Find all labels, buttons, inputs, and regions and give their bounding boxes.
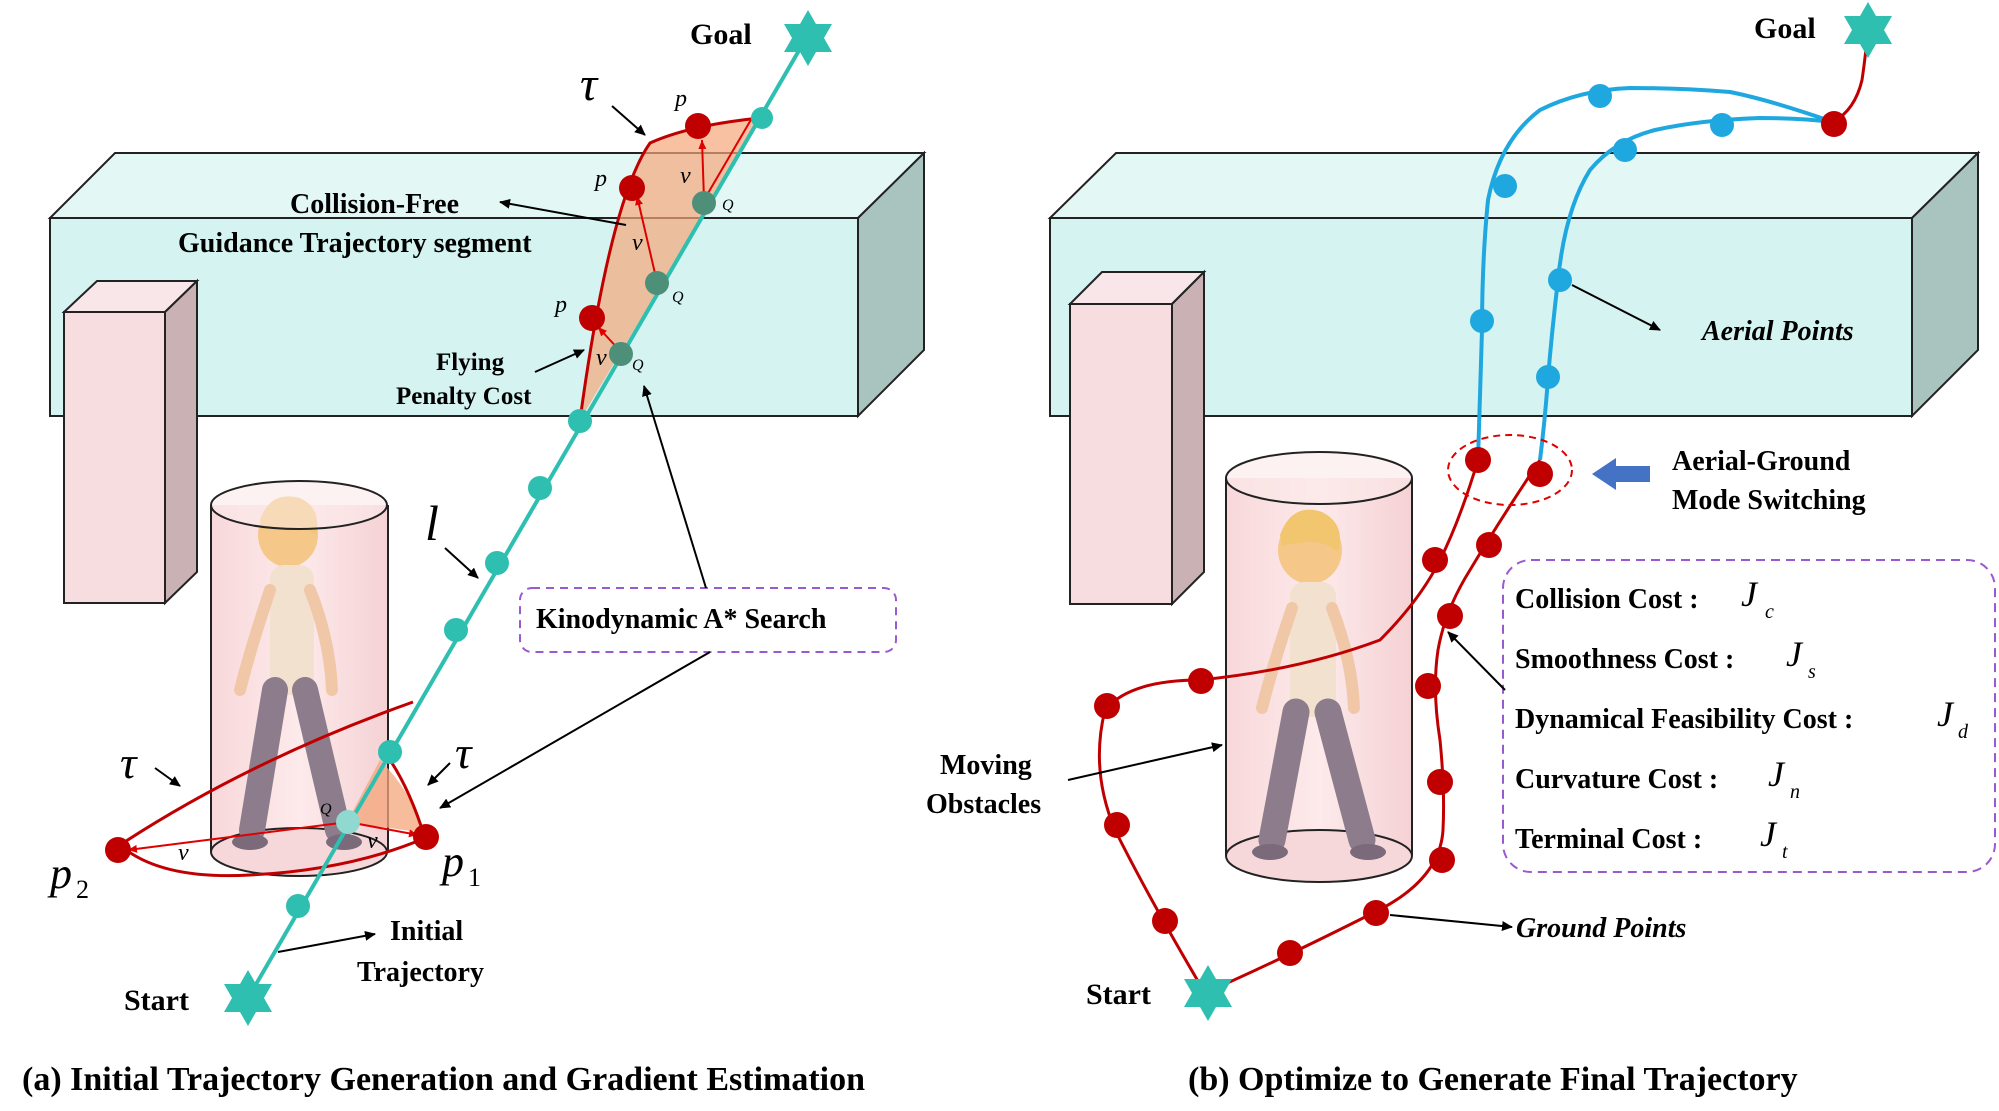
mode-switch-arrow-icon bbox=[1592, 458, 1650, 490]
svg-text:c: c bbox=[1765, 601, 1774, 623]
tau-label-top: τ bbox=[580, 58, 599, 111]
kinodynamic-box: Kinodynamic A* Search bbox=[519, 587, 897, 653]
aerial-points-label: Aerial Points bbox=[1700, 316, 1854, 347]
svg-text:Collision Cost :: Collision Cost : bbox=[1515, 584, 1699, 615]
svg-text:n: n bbox=[1790, 781, 1800, 803]
svg-text:p: p bbox=[439, 837, 464, 886]
p1-label: p 1 bbox=[439, 837, 481, 892]
svg-text:J: J bbox=[1786, 634, 1804, 674]
v-label-1: v bbox=[680, 163, 691, 189]
q-label-2: Q bbox=[672, 289, 684, 306]
p-label-2: p bbox=[593, 166, 607, 192]
p-label-1: p bbox=[673, 86, 687, 112]
caption-a: (a) Initial Trajectory Generation and Gr… bbox=[22, 1061, 865, 1098]
kinodynamic-label: Kinodynamic A* Search bbox=[536, 604, 827, 635]
person-icon bbox=[232, 496, 362, 850]
svg-text:Dynamical Feasibility Cost :: Dynamical Feasibility Cost : bbox=[1515, 704, 1853, 735]
q-label-bottom: Q bbox=[320, 801, 332, 818]
penalty-region-bottom bbox=[347, 760, 425, 833]
l-label: l bbox=[425, 495, 439, 551]
ground-path-right bbox=[1204, 459, 1542, 995]
cost-box: Collision Cost : J c Smoothness Cost : J… bbox=[1502, 559, 1996, 873]
flying-penalty-label-1: Flying bbox=[436, 349, 505, 376]
tau-label-right: τ bbox=[455, 727, 473, 778]
panel-a: Goal Start τ p p p v v v Q Q Q Collision… bbox=[22, 10, 927, 1098]
moving-obstacles-label-2: Obstacles bbox=[926, 789, 1041, 820]
ground-points bbox=[1094, 111, 1847, 966]
svg-text:t: t bbox=[1782, 841, 1788, 863]
cylinder-obstacle-b bbox=[1225, 451, 1413, 883]
panel-b: Goal Start Aerial Points Aerial-Ground M… bbox=[926, 2, 1996, 1098]
v-label-bottom-left: v bbox=[178, 840, 189, 866]
svg-text:s: s bbox=[1808, 661, 1816, 683]
tau-curve-p2 bbox=[117, 700, 426, 878]
waypoints-teal-a bbox=[286, 107, 773, 918]
mode-switch-label-2: Mode Switching bbox=[1672, 485, 1866, 516]
p2-label: p 2 bbox=[47, 849, 89, 904]
pillar-a bbox=[61, 278, 200, 606]
svg-text:J: J bbox=[1760, 814, 1778, 854]
waypoints-red-a bbox=[105, 113, 711, 863]
initial-trajectory-line bbox=[246, 33, 810, 1000]
tau-label-left: τ bbox=[120, 737, 138, 788]
start-label-b: Start bbox=[1086, 978, 1151, 1011]
goal-label-b: Goal bbox=[1754, 12, 1816, 45]
q-label-3: Q bbox=[632, 357, 644, 374]
person-icon bbox=[1252, 509, 1386, 860]
aerial-points bbox=[1470, 84, 1734, 389]
cost-curvature: Curvature Cost : J n bbox=[1515, 754, 1800, 803]
flying-penalty-label-2: Penalty Cost bbox=[396, 383, 532, 410]
start-label-a: Start bbox=[124, 984, 189, 1017]
svg-text:2: 2 bbox=[76, 875, 89, 904]
caption-b: (b) Optimize to Generate Final Trajector… bbox=[1188, 1061, 1798, 1098]
start-star-icon-b bbox=[1184, 965, 1232, 1021]
cost-dynamical-feasibility: Dynamical Feasibility Cost : J d bbox=[1515, 694, 1969, 743]
svg-text:Terminal Cost :: Terminal Cost : bbox=[1515, 824, 1702, 855]
cylinder-obstacle-a bbox=[210, 480, 389, 877]
svg-text:Curvature Cost :: Curvature Cost : bbox=[1515, 764, 1718, 795]
cost-collision: Collision Cost : J c bbox=[1515, 574, 1774, 623]
v-label-3: v bbox=[596, 345, 607, 371]
pillar-b bbox=[1067, 269, 1207, 607]
mode-switch-region bbox=[1447, 434, 1573, 506]
goal-star-icon-a bbox=[784, 10, 832, 66]
v-label-bottom-right: v bbox=[367, 828, 378, 854]
mode-switch-label-1: Aerial-Ground bbox=[1672, 446, 1851, 477]
collision-free-label-1: Collision-Free bbox=[290, 189, 459, 220]
goal-label-a: Goal bbox=[690, 18, 752, 51]
start-star-icon-a bbox=[224, 970, 272, 1026]
p-label-3: p bbox=[553, 292, 567, 318]
q-label-1: Q bbox=[722, 197, 734, 214]
svg-text:p: p bbox=[47, 849, 72, 898]
v-label-2: v bbox=[632, 230, 643, 256]
moving-obstacles-label-1: Moving bbox=[940, 750, 1032, 781]
ground-points-label: Ground Points bbox=[1516, 913, 1686, 944]
cost-terminal: Terminal Cost : J t bbox=[1515, 814, 1788, 863]
svg-text:1: 1 bbox=[468, 863, 481, 892]
svg-text:J: J bbox=[1741, 574, 1759, 614]
svg-text:J: J bbox=[1768, 754, 1786, 794]
collision-free-label-2: Guidance Trajectory segment bbox=[178, 228, 532, 259]
cost-smoothness: Smoothness Cost : J s bbox=[1515, 634, 1816, 683]
initial-trajectory-label-1: Initial bbox=[390, 916, 463, 947]
initial-trajectory-label-2: Trajectory bbox=[357, 957, 484, 988]
svg-text:d: d bbox=[1958, 721, 1969, 743]
svg-text:J: J bbox=[1937, 694, 1955, 734]
svg-text:Smoothness Cost :: Smoothness Cost : bbox=[1515, 644, 1734, 675]
goal-star-icon-b bbox=[1844, 2, 1892, 58]
